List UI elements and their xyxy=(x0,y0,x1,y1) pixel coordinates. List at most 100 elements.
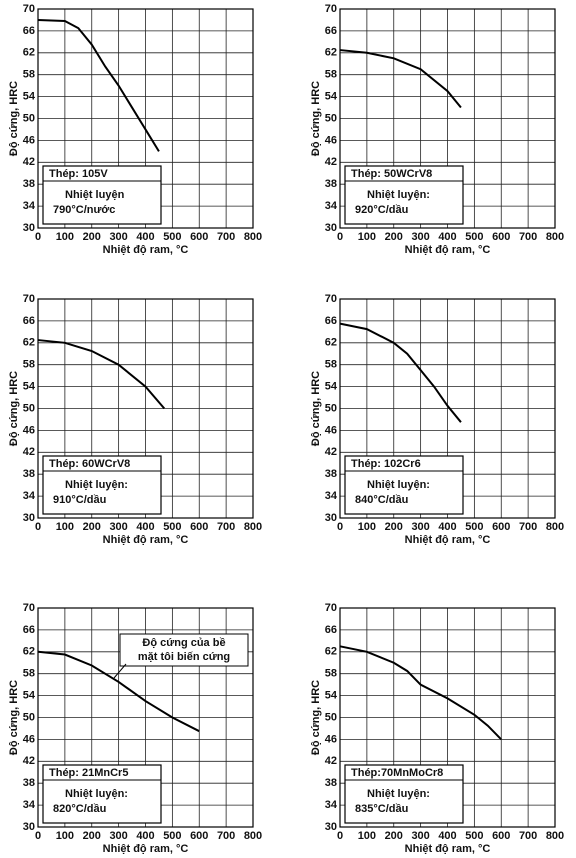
y-tick-label: 58 xyxy=(325,359,337,371)
x-tick-label: 200 xyxy=(83,830,101,842)
info-box xyxy=(42,455,162,515)
y-tick-label: 42 xyxy=(325,755,337,767)
y-tick-label: 50 xyxy=(23,112,35,124)
x-tick-label: 600 xyxy=(190,521,208,533)
y-tick-label: 30 xyxy=(325,512,337,524)
x-tick-label: 400 xyxy=(438,231,456,243)
annotation-box xyxy=(119,633,249,667)
y-tick-label: 34 xyxy=(325,200,338,212)
y-tick-label: 30 xyxy=(23,512,35,524)
plot-frame xyxy=(37,607,254,828)
x-tick-label: 300 xyxy=(411,521,429,533)
x-tick-label: 700 xyxy=(217,521,235,533)
plot-frame xyxy=(339,298,556,519)
treatment: 910°C/dầu xyxy=(53,494,106,506)
x-tick-label: 300 xyxy=(109,231,127,243)
x-tick-label: 300 xyxy=(411,231,429,243)
y-tick-label: 30 xyxy=(23,821,35,833)
y-tick-label: 38 xyxy=(325,777,337,789)
info-box xyxy=(42,165,162,225)
hardness-curve xyxy=(339,645,502,741)
x-tick-label: 100 xyxy=(358,830,376,842)
y-tick-label: 66 xyxy=(23,315,35,327)
treatment-title: Nhiệt luyện: xyxy=(367,788,430,800)
x-tick-label: 500 xyxy=(465,231,483,243)
x-tick-label: 600 xyxy=(190,830,208,842)
info-box xyxy=(42,764,162,824)
y-tick-label: 46 xyxy=(23,134,35,146)
x-tick-label: 200 xyxy=(83,231,101,243)
treatment-title: Nhiệt luyện xyxy=(65,189,125,201)
y-tick-label: 70 xyxy=(23,602,35,614)
x-tick-label: 400 xyxy=(136,231,154,243)
x-tick-label: 100 xyxy=(56,830,74,842)
y-tick-label: 42 xyxy=(325,446,337,458)
y-tick-label: 34 xyxy=(23,200,36,212)
y-tick-label: 54 xyxy=(325,381,338,393)
y-tick-label: 66 xyxy=(325,315,337,327)
steel-grade: Thép: 102Cr6 xyxy=(351,458,421,470)
y-tick-label: 38 xyxy=(325,178,337,190)
y-tick-label: 46 xyxy=(325,733,337,745)
x-tick-label: 400 xyxy=(136,521,154,533)
y-tick-label: 42 xyxy=(325,156,337,168)
x-tick-label: 500 xyxy=(163,830,181,842)
x-tick-label: 200 xyxy=(83,521,101,533)
x-axis-label: Nhiệt độ ram, °C xyxy=(405,843,491,855)
x-tick-label: 700 xyxy=(217,231,235,243)
x-tick-label: 100 xyxy=(358,231,376,243)
y-tick-label: 38 xyxy=(23,468,35,480)
x-axis-label: Nhiệt độ ram, °C xyxy=(405,244,491,256)
y-tick-label: 54 xyxy=(325,91,338,103)
plot-frame xyxy=(339,8,556,229)
x-tick-label: 700 xyxy=(519,231,537,243)
y-tick-label: 30 xyxy=(23,222,35,234)
y-tick-label: 58 xyxy=(325,668,337,680)
y-tick-label: 46 xyxy=(23,424,35,436)
steel-grade: Thép: 21MnCr5 xyxy=(49,767,128,779)
y-tick-label: 50 xyxy=(325,711,337,723)
x-axis-label: Nhiệt độ ram, °C xyxy=(103,244,189,256)
annotation-pointer xyxy=(113,663,127,679)
steel-grade: Thép: 50WCrV8 xyxy=(351,168,432,180)
x-tick-label: 0 xyxy=(35,521,41,533)
x-tick-label: 0 xyxy=(337,521,343,533)
hardness-curve xyxy=(37,339,166,410)
y-tick-label: 30 xyxy=(325,821,337,833)
y-tick-label: 42 xyxy=(23,755,35,767)
x-tick-label: 700 xyxy=(519,830,537,842)
x-tick-label: 100 xyxy=(56,521,74,533)
x-tick-label: 0 xyxy=(35,231,41,243)
plot-frame xyxy=(37,298,254,519)
treatment-title: Nhiệt luyện: xyxy=(65,479,128,491)
y-tick-label: 70 xyxy=(325,293,337,305)
y-tick-label: 62 xyxy=(325,337,337,349)
info-box xyxy=(344,165,464,225)
x-tick-label: 500 xyxy=(465,830,483,842)
y-tick-label: 50 xyxy=(325,402,337,414)
x-tick-label: 800 xyxy=(244,830,262,842)
hardness-curve xyxy=(37,650,200,733)
y-tick-label: 66 xyxy=(23,624,35,636)
y-tick-label: 58 xyxy=(23,668,35,680)
y-tick-label: 34 xyxy=(325,799,338,811)
y-tick-label: 46 xyxy=(325,134,337,146)
x-tick-label: 400 xyxy=(438,521,456,533)
x-tick-label: 200 xyxy=(385,830,403,842)
x-tick-label: 100 xyxy=(358,521,376,533)
annotation: Độ cứng của bề xyxy=(142,637,225,649)
y-tick-label: 54 xyxy=(23,381,36,393)
x-tick-label: 500 xyxy=(163,231,181,243)
x-tick-label: 0 xyxy=(35,830,41,842)
x-tick-label: 800 xyxy=(546,231,564,243)
x-tick-label: 600 xyxy=(492,521,510,533)
y-tick-label: 50 xyxy=(23,711,35,723)
y-tick-label: 66 xyxy=(325,25,337,37)
y-tick-label: 34 xyxy=(325,490,338,502)
steel-grade: Thép: 105V xyxy=(49,168,108,180)
info-box xyxy=(344,455,464,515)
x-tick-label: 400 xyxy=(438,830,456,842)
y-axis-label: Độ cứng, HRC xyxy=(310,371,322,446)
y-tick-label: 54 xyxy=(23,91,36,103)
y-tick-label: 66 xyxy=(325,624,337,636)
